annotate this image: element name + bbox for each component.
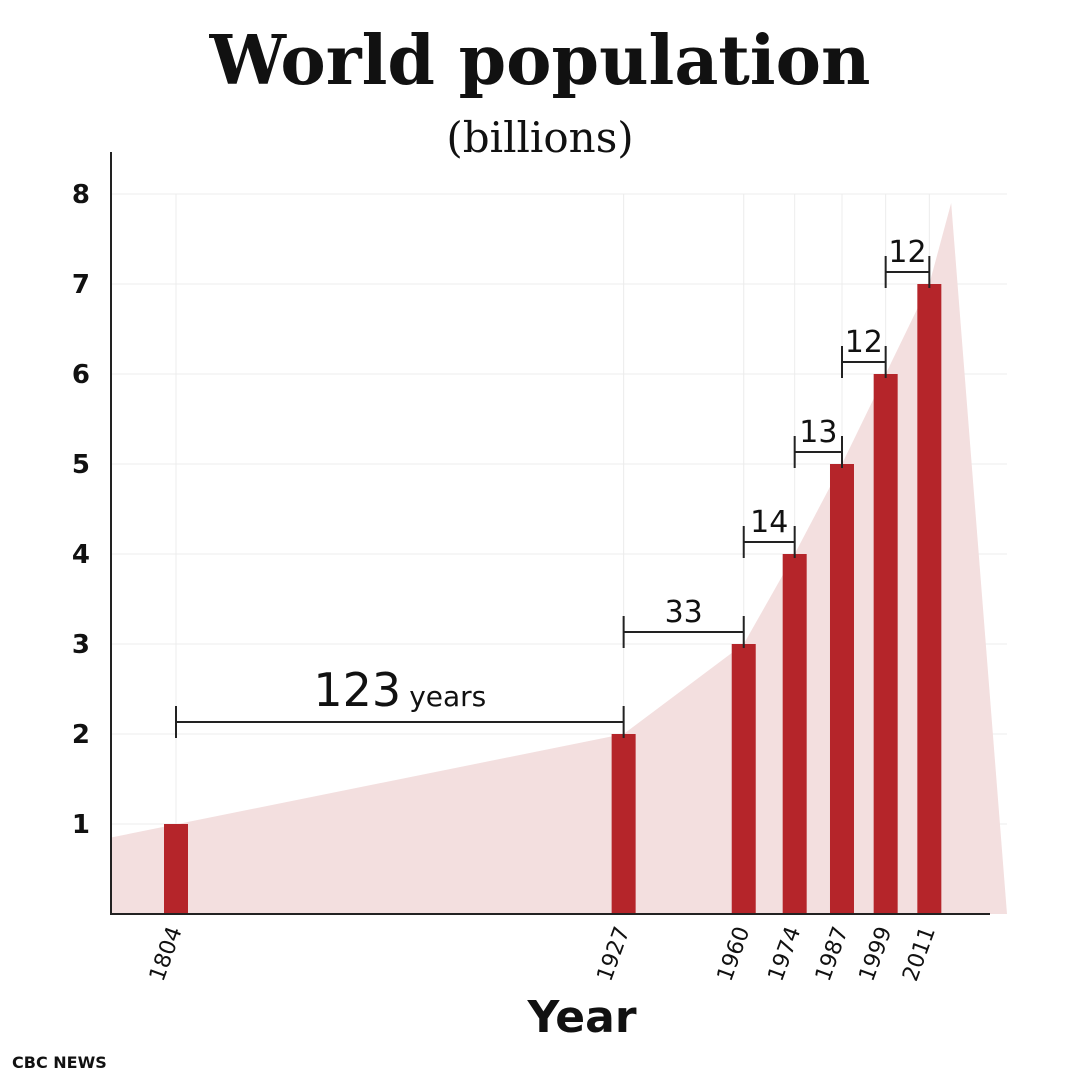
axes: [110, 152, 990, 915]
y-tick-label: 8: [72, 180, 90, 210]
x-tick-labels: 1804 1927 1960 1974 1987 1999 2011: [145, 924, 941, 985]
interval-label: 123 years: [313, 663, 486, 717]
x-tick-label: 1974: [764, 924, 807, 985]
bars: [164, 284, 942, 914]
bar-1960: [731, 644, 756, 914]
interval-unit: years: [409, 680, 486, 713]
y-tick-label: 5: [72, 450, 90, 480]
interval-label: 13: [799, 415, 837, 450]
x-tick-label: 1999: [855, 924, 898, 985]
interval-annotations: 123 years 33 14 13 12 12: [175, 235, 931, 738]
chart-title: World population: [209, 21, 871, 101]
interval-label: 14: [750, 505, 788, 540]
bar-1987: [829, 464, 854, 914]
y-tick-label: 3: [72, 630, 90, 660]
bar-1974: [782, 554, 807, 914]
x-tick-label: 1987: [811, 924, 854, 985]
trend-area: [111, 203, 1007, 914]
source-credit: CBC NEWS: [12, 1053, 107, 1072]
bar-1927: [611, 734, 636, 914]
interval-bracket: 33: [622, 595, 745, 648]
x-tick-label: 2011: [898, 924, 941, 985]
interval-bracket: 12: [884, 235, 931, 288]
y-tick-label: 4: [72, 540, 90, 570]
interval-bracket: 123 years: [175, 663, 625, 738]
interval-label: 12: [845, 325, 883, 360]
population-trend-area: [111, 203, 1007, 914]
interval-bracket: 14: [742, 505, 796, 558]
x-axis-title: Year: [526, 992, 636, 1043]
x-tick-label: 1927: [593, 924, 636, 985]
interval-label: 12: [888, 235, 926, 270]
bar-1999: [873, 374, 898, 914]
interval-bracket: 13: [793, 415, 843, 468]
interval-label: 33: [665, 595, 703, 630]
y-tick-label: 2: [72, 720, 90, 750]
x-tick-label: 1960: [713, 924, 756, 985]
y-tick-label: 1: [72, 810, 90, 840]
interval-value: 123: [313, 663, 401, 717]
y-tick-labels: 1 2 3 4 5 6 7 8: [72, 180, 90, 840]
bar-2011: [917, 284, 942, 914]
x-tick-label: 1804: [145, 924, 188, 985]
y-tick-label: 6: [72, 360, 90, 390]
interval-bracket: 12: [840, 325, 887, 378]
chart-subtitle: (billions): [446, 113, 633, 162]
bar-1804: [164, 824, 188, 914]
y-tick-label: 7: [72, 270, 90, 300]
